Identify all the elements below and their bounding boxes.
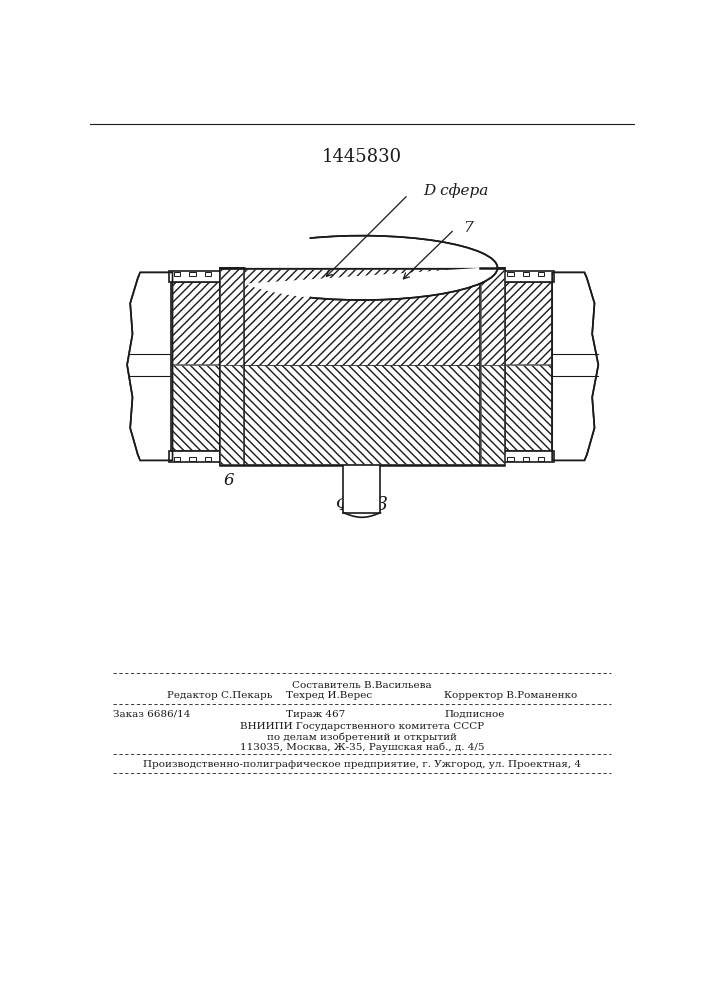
Bar xyxy=(170,271,221,282)
Text: Заказ 6686/14: Заказ 6686/14 xyxy=(113,710,191,719)
Text: Производственно-полиграфическое предприятие, г. Ужгород, ул. Проектная, 4: Производственно-полиграфическое предприя… xyxy=(143,760,581,769)
Text: Составитель В.Васильева: Составитель В.Васильева xyxy=(292,681,432,690)
Bar xyxy=(189,457,196,461)
Bar xyxy=(205,272,211,276)
Text: по делам изобретений и открытий: по делам изобретений и открытий xyxy=(267,732,457,742)
Bar xyxy=(504,282,552,451)
Text: Тираж 467: Тираж 467 xyxy=(286,710,346,719)
Text: 1445830: 1445830 xyxy=(322,148,402,166)
Text: Техред И.Верес: Техред И.Верес xyxy=(286,691,373,700)
Bar xyxy=(508,457,514,461)
Bar xyxy=(481,269,503,365)
Bar xyxy=(221,269,503,365)
Bar xyxy=(523,457,529,461)
Text: Редактор С.Пекарь: Редактор С.Пекарь xyxy=(167,691,272,700)
Bar xyxy=(523,272,529,276)
Bar xyxy=(538,272,544,276)
Bar xyxy=(503,271,554,282)
Text: 6: 6 xyxy=(223,472,234,489)
Bar xyxy=(508,272,514,276)
Polygon shape xyxy=(127,272,173,460)
Text: Фиг.3: Фиг.3 xyxy=(335,496,388,514)
Text: ВНИИПИ Государственного комитета СССР: ВНИИПИ Государственного комитета СССР xyxy=(240,722,484,731)
Bar xyxy=(481,365,503,464)
Bar xyxy=(219,268,504,465)
Bar xyxy=(172,282,218,364)
Bar xyxy=(189,272,196,276)
Bar xyxy=(480,268,504,465)
Text: D сфера: D сфера xyxy=(423,183,489,198)
Bar xyxy=(219,268,244,465)
Bar xyxy=(171,282,219,451)
Bar xyxy=(221,365,243,464)
Bar xyxy=(538,457,544,461)
Polygon shape xyxy=(140,272,173,460)
Bar xyxy=(506,282,551,364)
Bar xyxy=(503,451,554,462)
Text: Корректор В.Романенко: Корректор В.Романенко xyxy=(444,691,578,700)
Bar xyxy=(170,451,221,462)
Polygon shape xyxy=(552,272,585,460)
Text: 7: 7 xyxy=(464,221,474,235)
Bar xyxy=(172,365,218,450)
Polygon shape xyxy=(244,236,497,300)
Bar xyxy=(221,365,503,464)
Bar xyxy=(506,365,551,450)
Polygon shape xyxy=(552,272,598,460)
Bar xyxy=(174,457,180,461)
Text: 113035, Москва, Ж-35, Раушская наб., д. 4/5: 113035, Москва, Ж-35, Раушская наб., д. … xyxy=(240,742,484,752)
Bar xyxy=(174,272,180,276)
Bar xyxy=(344,465,380,513)
Bar xyxy=(205,457,211,461)
Bar xyxy=(221,269,243,365)
Text: Подписное: Подписное xyxy=(444,710,505,719)
